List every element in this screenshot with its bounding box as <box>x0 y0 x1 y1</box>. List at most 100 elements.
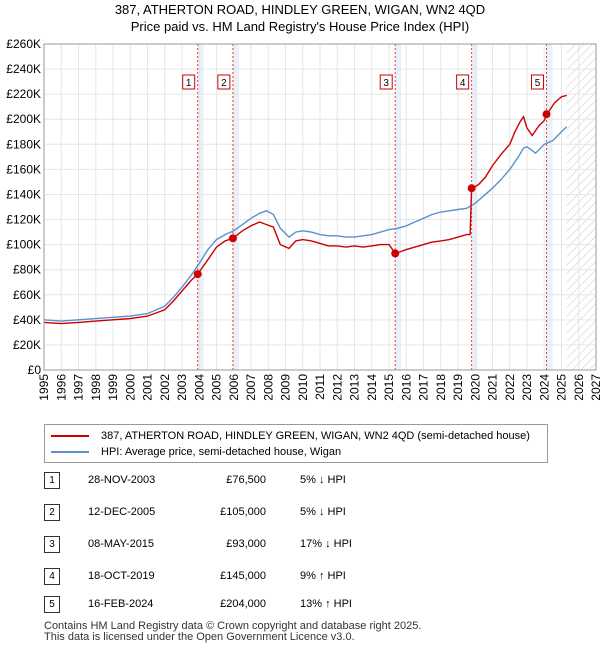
sale-date: 08-MAY-2015 <box>88 538 155 550</box>
sale-date: 16-FEB-2024 <box>88 598 154 610</box>
x-tick-label: 2024 <box>537 374 551 401</box>
sale-shade <box>395 44 402 370</box>
sale-point <box>467 184 476 193</box>
sale-row: 3 08-MAY-2015 £93,000 17% ↓ HPI <box>44 536 464 554</box>
sale-label: 5 <box>535 78 541 89</box>
sale-row: 1 28-NOV-2003 £76,500 5% ↓ HPI <box>44 472 464 490</box>
sale-price: £93,000 <box>226 538 266 550</box>
sale-label-box <box>379 74 393 90</box>
chart-legend: 387, ATHERTON ROAD, HINDLEY GREEN, WIGAN… <box>44 424 548 463</box>
sale-shade <box>471 44 478 370</box>
sale-price: £105,000 <box>220 506 266 518</box>
sale-label: 2 <box>221 78 227 89</box>
sale-date: 12-DEC-2005 <box>88 506 156 518</box>
x-tick-label: 1995 <box>37 374 51 401</box>
legend-label-property: 387, ATHERTON ROAD, HINDLEY GREEN, WIGAN… <box>101 430 530 442</box>
sale-shade <box>197 44 204 370</box>
sale-hpi-diff: 17% ↓ HPI <box>300 538 352 550</box>
sale-shade <box>232 44 239 370</box>
chart-title: 387, ATHERTON ROAD, HINDLEY GREEN, WIGAN… <box>114 2 486 17</box>
x-tick-label: 2002 <box>158 374 172 401</box>
chart-subtitle: Price paid vs. HM Land Registry's House … <box>130 19 470 34</box>
sale-row: 4 18-OCT-2019 £145,000 9% ↑ HPI <box>44 568 464 586</box>
y-tick-label: £200K <box>6 112 41 126</box>
x-tick-label: 1998 <box>89 374 103 401</box>
x-tick-label: 2023 <box>520 374 534 401</box>
x-tick-label: 2027 <box>589 374 600 401</box>
plot-border <box>43 43 597 371</box>
x-tick-label: 2025 <box>555 374 569 401</box>
x-tick-label: 2005 <box>210 374 224 401</box>
forecast-region <box>566 44 596 370</box>
y-tick-label: £40K <box>13 313 41 327</box>
y-tick-label: £60K <box>13 288 41 302</box>
sale-label: 3 <box>383 78 389 89</box>
x-tick-label: 2015 <box>382 374 396 401</box>
y-tick-label: £80K <box>13 263 41 277</box>
sale-label-box <box>456 74 470 90</box>
sale-shade <box>546 44 553 370</box>
sale-number-badge: 4 <box>44 568 60 585</box>
sale-number-badge: 2 <box>44 504 60 521</box>
legend-label-hpi: HPI: Average price, semi-detached house,… <box>101 446 342 458</box>
x-tick-label: 2017 <box>417 374 431 401</box>
sale-label-box <box>530 74 544 90</box>
x-tick-label: 2001 <box>141 374 155 401</box>
y-tick-label: £140K <box>6 187 41 201</box>
sale-date: 28-NOV-2003 <box>88 474 156 486</box>
x-tick-label: 2013 <box>348 374 362 401</box>
x-tick-label: 2021 <box>486 374 500 401</box>
x-tick-label: 1996 <box>54 374 68 401</box>
y-tick-label: £120K <box>6 213 41 227</box>
legend-swatch-hpi <box>51 451 89 453</box>
x-tick-label: 2003 <box>175 374 189 401</box>
y-tick-label: £100K <box>6 238 41 252</box>
x-tick-label: 2010 <box>296 374 310 401</box>
y-tick-label: £160K <box>6 162 41 176</box>
sale-hpi-diff: 9% ↑ HPI <box>300 570 346 582</box>
y-tick-label: £180K <box>6 137 41 151</box>
x-tick-label: 2004 <box>192 374 206 401</box>
x-tick-label: 2022 <box>503 374 517 401</box>
sale-label-box <box>217 74 231 90</box>
x-tick-label: 2006 <box>227 374 241 401</box>
x-tick-label: 2014 <box>365 374 379 401</box>
y-tick-label: £240K <box>6 62 41 76</box>
sale-number-badge: 5 <box>44 596 60 613</box>
footer-copyright: Contains HM Land Registry data © Crown c… <box>44 620 422 632</box>
sale-date: 18-OCT-2019 <box>88 570 155 582</box>
y-tick-label: £0 <box>28 363 42 377</box>
sale-hpi-diff: 13% ↑ HPI <box>300 598 352 610</box>
x-tick-label: 2007 <box>244 374 258 401</box>
y-tick-label: £20K <box>13 338 41 352</box>
sale-row: 2 12-DEC-2005 £105,000 5% ↓ HPI <box>44 504 464 522</box>
x-tick-label: 2026 <box>572 374 586 401</box>
sale-price: £145,000 <box>220 570 266 582</box>
footer-license: This data is licensed under the Open Gov… <box>44 631 355 643</box>
sale-row: 5 16-FEB-2024 £204,000 13% ↑ HPI <box>44 596 464 614</box>
hpi-series-line <box>43 126 568 322</box>
x-tick-label: 2016 <box>399 374 413 401</box>
x-tick-label: 2009 <box>279 374 293 401</box>
x-tick-label: 1997 <box>72 374 86 401</box>
legend-item-property: 387, ATHERTON ROAD, HINDLEY GREEN, WIGAN… <box>51 428 530 444</box>
x-tick-label: 1999 <box>106 374 120 401</box>
x-tick-label: 2020 <box>468 374 482 401</box>
y-tick-label: £260K <box>6 37 41 51</box>
sale-point <box>542 110 551 119</box>
x-tick-label: 2011 <box>313 374 327 400</box>
sale-point <box>228 234 237 243</box>
sale-price: £76,500 <box>226 474 266 486</box>
sale-price: £204,000 <box>220 598 266 610</box>
sale-hpi-diff: 5% ↓ HPI <box>300 506 346 518</box>
sale-point <box>391 249 400 258</box>
x-tick-label: 2012 <box>330 374 344 401</box>
x-tick-label: 2008 <box>261 374 275 401</box>
sale-label: 4 <box>460 78 466 89</box>
sale-hpi-diff: 5% ↓ HPI <box>300 474 346 486</box>
sale-number-badge: 1 <box>44 472 60 489</box>
legend-item-hpi: HPI: Average price, semi-detached house,… <box>51 444 341 460</box>
sale-label: 1 <box>186 78 192 89</box>
legend-swatch-property <box>51 435 89 437</box>
x-tick-label: 2019 <box>451 374 465 401</box>
